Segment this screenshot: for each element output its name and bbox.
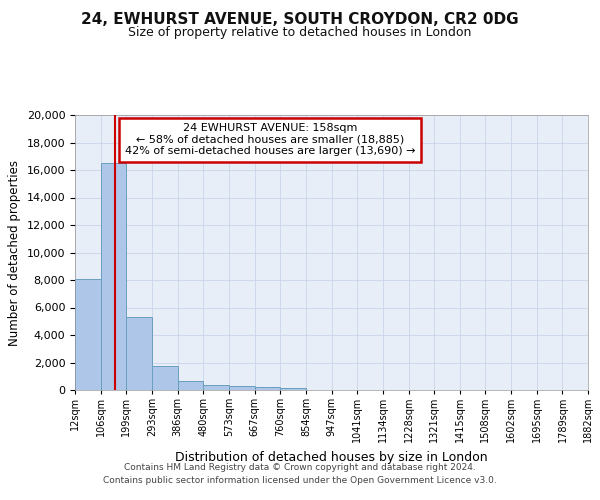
Text: Size of property relative to detached houses in London: Size of property relative to detached ho… bbox=[128, 26, 472, 39]
Y-axis label: Number of detached properties: Number of detached properties bbox=[8, 160, 21, 346]
Bar bbox=[178, 381, 203, 390]
Bar bbox=[280, 388, 306, 390]
Text: 24 EWHURST AVENUE: 158sqm
← 58% of detached houses are smaller (18,885)
42% of s: 24 EWHURST AVENUE: 158sqm ← 58% of detac… bbox=[125, 123, 415, 156]
Bar bbox=[254, 388, 280, 390]
X-axis label: Distribution of detached houses by size in London: Distribution of detached houses by size … bbox=[175, 451, 488, 464]
Bar bbox=[229, 386, 254, 390]
Bar bbox=[127, 317, 152, 390]
Bar bbox=[101, 163, 127, 390]
Text: 24, EWHURST AVENUE, SOUTH CROYDON, CR2 0DG: 24, EWHURST AVENUE, SOUTH CROYDON, CR2 0… bbox=[81, 12, 519, 28]
Text: Contains HM Land Registry data © Crown copyright and database right 2024.: Contains HM Land Registry data © Crown c… bbox=[124, 464, 476, 472]
Bar bbox=[152, 366, 178, 390]
Text: Contains public sector information licensed under the Open Government Licence v3: Contains public sector information licen… bbox=[103, 476, 497, 485]
Bar bbox=[203, 385, 229, 390]
Bar bbox=[75, 278, 101, 390]
